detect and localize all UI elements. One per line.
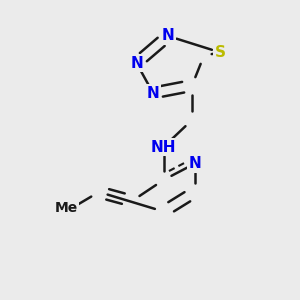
- Text: S: S: [215, 45, 226, 60]
- Text: N: N: [130, 56, 143, 70]
- Text: N: N: [162, 28, 174, 44]
- Text: NH: NH: [151, 140, 176, 154]
- Text: Me: Me: [54, 202, 78, 215]
- Text: N: N: [189, 156, 201, 171]
- Text: N: N: [147, 85, 159, 100]
